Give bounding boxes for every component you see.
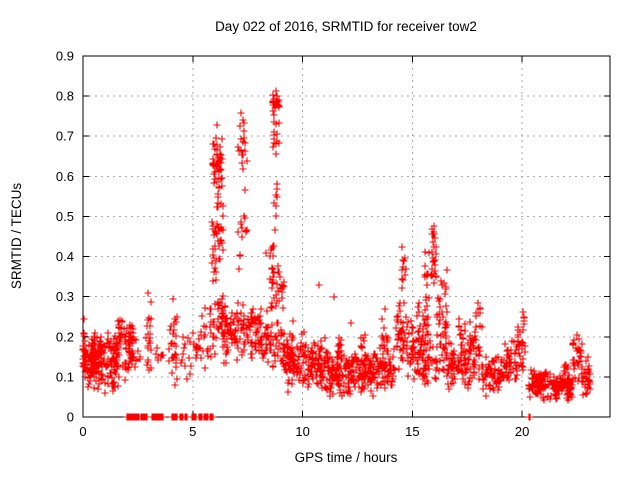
grid-dashed-lines [83,56,610,417]
scatter-plus-markers [79,87,594,421]
y-tick-label: 0.6 [56,169,74,184]
y-tick-label: 0.5 [56,209,74,224]
y-axis-label: SRMTID / TECUs [9,183,24,290]
axis-tick-marks [82,55,610,418]
x-axis-label: GPS time / hours [295,450,398,465]
plot-border [82,55,611,418]
x-tick-label: 10 [295,424,309,439]
x-tick-label: 0 [79,424,86,439]
data-points-scatter [79,87,594,421]
y-tick-label: 0.1 [56,369,74,384]
x-tick-label: 5 [189,424,196,439]
y-tick-label: 0.8 [56,89,74,104]
y-tick-label: 0 [67,410,74,425]
x-tick-label: 15 [405,424,419,439]
y-tick-label: 0.7 [56,129,74,144]
y-tick-label: 0.3 [56,289,74,304]
axes-and-ticks [82,55,611,418]
y-tick-label: 0.4 [56,249,74,264]
chart-title: Day 022 of 2016, SRMTID for receiver tow… [215,19,477,34]
y-tick-label: 0.2 [56,329,74,344]
grid-lines [83,56,610,417]
y-tick-label: 0.9 [56,49,74,64]
x-tick-label: 20 [515,424,529,439]
tick-labels: 0 0.1 0.2 0.3 0.4 0.5 0.6 0.7 0.8 0.9 0 5 10 15 20 [56,49,529,440]
